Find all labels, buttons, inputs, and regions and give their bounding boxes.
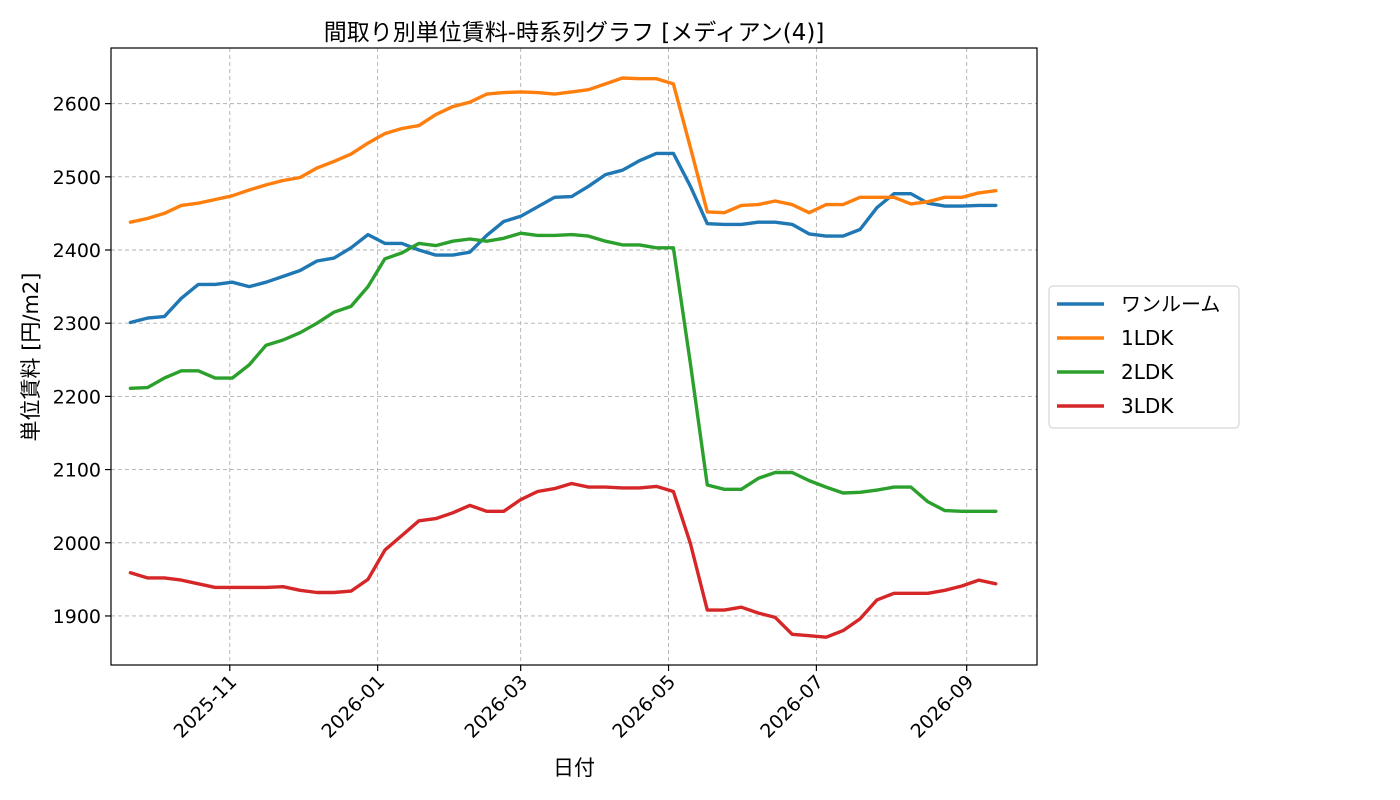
y-tick-label: 1900 bbox=[53, 606, 101, 628]
plot-area-frame bbox=[110, 47, 1038, 666]
legend-items: ワンルーム 1LDK 2LDK 3LDK bbox=[1057, 292, 1220, 418]
chart-title: 間取り別単位賃料-時系列グラフ [メディアン(4)] bbox=[324, 20, 825, 46]
y-tick-label: 2500 bbox=[53, 167, 101, 189]
y-tick-label: 2200 bbox=[53, 386, 101, 408]
series-line bbox=[128, 151, 998, 325]
series-line bbox=[128, 481, 998, 639]
legend-label: 1LDK bbox=[1121, 326, 1174, 350]
y-tick-label: 2100 bbox=[53, 460, 101, 482]
legend-label: 3LDK bbox=[1121, 394, 1174, 418]
y-axis-title: 単位賃料 [円/m2] bbox=[19, 273, 43, 442]
y-tick-label: 2000 bbox=[53, 533, 101, 555]
y-tick-label: 2400 bbox=[53, 240, 101, 262]
legend-label: 2LDK bbox=[1121, 360, 1174, 384]
x-axis-title: 日付 bbox=[553, 756, 595, 780]
grid-lines bbox=[111, 48, 1037, 665]
legend: ワンルーム 1LDK 2LDK 3LDK bbox=[1048, 285, 1240, 429]
series-line bbox=[128, 231, 998, 513]
series-line bbox=[128, 76, 998, 224]
y-axis-ticks: 1900 2000 2100 2200 2300 2400 2500 2600 bbox=[53, 94, 111, 628]
legend-box bbox=[1048, 285, 1240, 429]
y-tick-label: 2600 bbox=[53, 94, 101, 116]
legend-label: ワンルーム bbox=[1121, 292, 1220, 316]
y-tick-label: 2300 bbox=[53, 313, 101, 335]
series-lines bbox=[128, 76, 998, 639]
